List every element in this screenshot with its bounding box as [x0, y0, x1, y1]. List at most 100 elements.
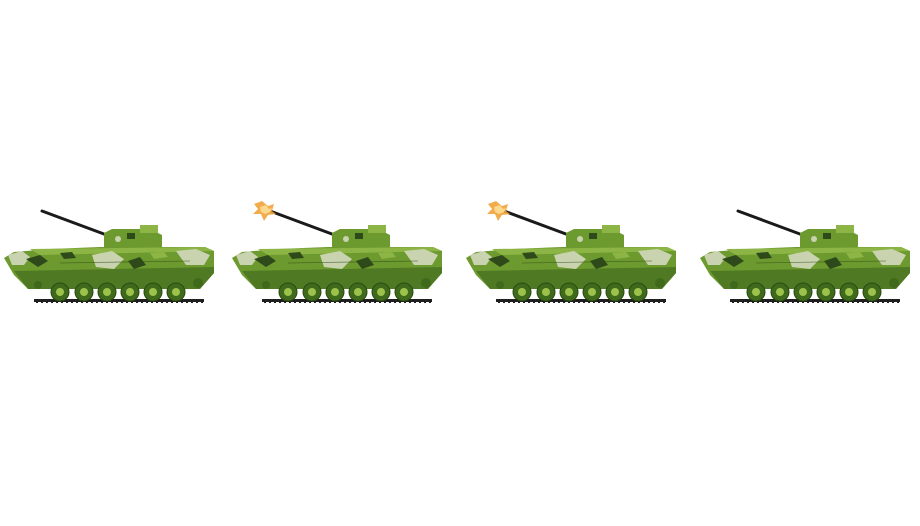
drive-sprocket — [889, 278, 899, 288]
track-link — [523, 301, 525, 303]
track-link — [757, 301, 759, 303]
track-link — [573, 301, 575, 303]
track-link — [389, 301, 391, 303]
sight-block — [355, 233, 363, 239]
track-link — [176, 301, 178, 303]
track-link — [658, 301, 660, 303]
commander-hatch — [140, 225, 158, 233]
track-link — [36, 301, 38, 303]
track-link — [314, 301, 316, 303]
track-link — [663, 301, 665, 303]
track-link — [842, 301, 844, 303]
camo-patch — [8, 251, 30, 265]
track-link — [867, 301, 869, 303]
track-link — [46, 301, 48, 303]
idler-wheel — [730, 281, 738, 289]
track-link — [588, 301, 590, 303]
muzzle-flash — [487, 201, 510, 221]
track-link — [772, 301, 774, 303]
track-link — [837, 301, 839, 303]
sight-block — [823, 233, 831, 239]
track-link — [807, 301, 809, 303]
track-bottom — [34, 299, 204, 302]
track-link — [812, 301, 814, 303]
wheel-hub — [284, 288, 292, 296]
sight-block — [127, 233, 135, 239]
track-link — [732, 301, 734, 303]
gun-barrel — [736, 209, 810, 239]
track-link — [111, 301, 113, 303]
camo-patch — [288, 252, 304, 259]
hull-seam — [287, 260, 419, 264]
track-link — [101, 301, 103, 303]
sight-block — [589, 233, 597, 239]
camo-patch — [722, 255, 744, 267]
track-link — [608, 301, 610, 303]
ifv-svg — [4, 209, 214, 303]
track-link — [877, 301, 879, 303]
wheel-hub — [172, 288, 180, 296]
track-bottom — [262, 299, 432, 302]
camo-patch — [788, 251, 820, 269]
track-link — [887, 301, 889, 303]
camo-patch — [846, 252, 864, 259]
track-link — [96, 301, 98, 303]
track-link — [822, 301, 824, 303]
ifv-frame-4 — [696, 195, 916, 310]
wheel-hub — [565, 288, 573, 296]
camo-patch — [470, 251, 492, 265]
track-link — [66, 301, 68, 303]
turret-camo-spot — [811, 236, 817, 242]
track-link — [161, 301, 163, 303]
track-link — [563, 301, 565, 303]
track-link — [882, 301, 884, 303]
track-link — [116, 301, 118, 303]
hull-seam — [521, 260, 653, 264]
track-link — [603, 301, 605, 303]
track-link — [81, 301, 83, 303]
wheel-hub — [518, 288, 526, 296]
camo-patch — [254, 255, 276, 267]
track-link — [414, 301, 416, 303]
track-link — [543, 301, 545, 303]
track-link — [56, 301, 58, 303]
track-link — [558, 301, 560, 303]
idler-wheel — [34, 281, 42, 289]
gun-barrel — [502, 209, 576, 239]
track-link — [568, 301, 570, 303]
track-link — [181, 301, 183, 303]
track-link — [777, 301, 779, 303]
wheel-hub — [80, 288, 88, 296]
track-link — [304, 301, 306, 303]
track-link — [643, 301, 645, 303]
track-link — [41, 301, 43, 303]
camo-patch — [554, 251, 586, 269]
track-link — [782, 301, 784, 303]
wheel-hub — [822, 288, 830, 296]
hull-deck — [258, 247, 442, 255]
track-link — [171, 301, 173, 303]
track-link — [548, 301, 550, 303]
track-link — [76, 301, 78, 303]
track-link — [528, 301, 530, 303]
track-link — [106, 301, 108, 303]
track-link — [354, 301, 356, 303]
track-link — [633, 301, 635, 303]
track-link — [329, 301, 331, 303]
camo-patch — [128, 257, 146, 269]
track-link — [513, 301, 515, 303]
track-link — [618, 301, 620, 303]
hull-seam — [59, 260, 191, 264]
wheel-hub — [776, 288, 784, 296]
ifv-frame-3 — [462, 195, 682, 310]
track-link — [498, 301, 500, 303]
track-link — [196, 301, 198, 303]
track-link — [593, 301, 595, 303]
track-link — [364, 301, 366, 303]
track-link — [61, 301, 63, 303]
track-link — [284, 301, 286, 303]
track-link — [827, 301, 829, 303]
track-link — [274, 301, 276, 303]
ifv-svg — [466, 201, 676, 303]
camo-patch — [612, 252, 630, 259]
